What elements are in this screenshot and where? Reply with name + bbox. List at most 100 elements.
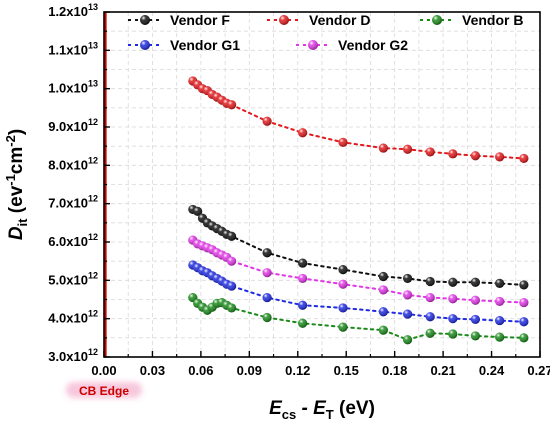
data-point-shading — [226, 256, 237, 266]
x-tick-label: 0.24 — [479, 363, 505, 378]
data-point-shading — [470, 151, 481, 161]
y-tick-label: 8.0x1012 — [48, 155, 98, 172]
y-tick-label: 3.0x1012 — [48, 347, 98, 364]
data-point-shading — [402, 335, 413, 345]
x-tick-label: 0.27 — [527, 363, 550, 378]
data-point-shading — [448, 329, 458, 339]
data-point-shading — [378, 271, 388, 282]
y-tick-label: 9.0x1012 — [48, 117, 98, 134]
data-point-shading — [378, 285, 388, 295]
data-point-shading — [226, 100, 237, 110]
x-tick-label: 0.03 — [140, 363, 165, 378]
data-point-shading — [495, 315, 505, 326]
data-point-shading — [425, 276, 435, 287]
data-point-shading — [338, 137, 348, 147]
legend-item-vendor-g1: Vendor G1 — [128, 37, 240, 53]
y-tick-label: 7.0x1012 — [48, 194, 98, 211]
data-point-shading — [338, 322, 348, 332]
data-point-shading — [519, 153, 529, 164]
x-tick-label: 0.09 — [237, 363, 262, 378]
data-point-shading — [495, 296, 505, 307]
data-point-shading — [519, 317, 529, 327]
series-trend-line — [191, 264, 525, 323]
data-point-shading — [262, 292, 272, 303]
series-vendor-f — [188, 204, 529, 290]
x-tick-label: 0.21 — [430, 363, 455, 378]
legend-label: Vendor B — [462, 12, 523, 28]
data-point-shading — [193, 206, 203, 216]
x-tick-label: 0.06 — [188, 363, 213, 378]
legend-item-vendor-g2: Vendor G2 — [296, 37, 408, 53]
legend-marker-shading — [279, 15, 289, 25]
data-point-shading — [338, 265, 348, 275]
grid-layer — [104, 12, 540, 357]
data-point-shading — [425, 312, 435, 322]
data-point-shading — [262, 116, 272, 126]
legend-marker-shading — [140, 15, 150, 25]
y-tick-label: 5.0x1012 — [48, 270, 98, 287]
data-point-shading — [338, 303, 348, 313]
x-tick-label: 0.18 — [382, 363, 407, 378]
data-point-shading — [519, 280, 529, 290]
data-point-shading — [495, 152, 505, 162]
data-point-shading — [470, 331, 481, 341]
data-point-shading — [298, 318, 308, 328]
series-layer — [188, 76, 529, 345]
series-vendor-g2 — [188, 235, 529, 308]
cb-edge-label: CB Edge — [79, 384, 129, 398]
data-point-shading — [425, 292, 435, 303]
data-point-shading — [262, 312, 272, 323]
legend-label: Vendor D — [309, 12, 370, 28]
data-point-shading — [298, 300, 308, 310]
data-point-shading — [226, 303, 237, 313]
legend-marker-shading — [140, 40, 150, 50]
series-trend-line — [191, 239, 525, 304]
data-point-shading — [448, 277, 458, 287]
legend-marker-shading — [432, 15, 442, 25]
cb-edge-highlight — [66, 382, 142, 398]
x-tick-label: 0.00 — [91, 363, 116, 378]
data-point-shading — [378, 307, 388, 317]
data-point-shading — [262, 268, 272, 278]
data-point-shading — [519, 333, 529, 343]
legend-marker-shading — [308, 40, 318, 50]
data-point-shading — [298, 273, 308, 284]
data-point-shading — [425, 328, 435, 338]
data-point-shading — [495, 332, 505, 342]
data-point-shading — [470, 277, 481, 287]
y-tick-label: 4.0x1012 — [48, 309, 98, 326]
data-point-shading — [470, 295, 481, 305]
legend-label: Vendor G2 — [338, 37, 408, 53]
x-axis-title: Ecs - ET (eV) — [269, 398, 375, 422]
data-point-shading — [338, 279, 348, 289]
data-point-shading — [262, 248, 272, 258]
data-point-shading — [495, 278, 505, 288]
data-point-shading — [402, 273, 413, 284]
data-point-shading — [298, 128, 308, 138]
legend-label: Vendor G1 — [170, 37, 240, 53]
data-point-shading — [519, 297, 529, 308]
legend-item-vendor-f: Vendor F — [128, 12, 230, 28]
legend-label: Vendor F — [170, 12, 230, 28]
data-point-shading — [402, 144, 413, 154]
legend-item-vendor-d: Vendor D — [267, 12, 370, 28]
data-point-shading — [226, 281, 237, 291]
series-vendor-b — [188, 292, 529, 345]
series-trend-line — [191, 80, 525, 160]
y-axis-title: Dit (ev-1cm-2) — [3, 129, 30, 240]
data-point-shading — [448, 149, 458, 159]
data-point-shading — [448, 314, 458, 324]
x-tick-label: 0.15 — [334, 363, 359, 378]
data-point-shading — [298, 258, 308, 268]
x-tick-label: 0.12 — [285, 363, 310, 378]
legend-item-vendor-b: Vendor B — [420, 12, 523, 28]
y-tick-label: 1.1x1013 — [48, 40, 98, 57]
data-point-shading — [378, 325, 388, 335]
data-point-shading — [448, 294, 458, 304]
legend: Vendor F Vendor D Vendor B Vendor G1 Vendor … — [128, 12, 523, 53]
data-point-shading — [425, 147, 435, 157]
series-vendor-g1 — [188, 260, 529, 327]
axis-layer: 0.00 0.03 0.06 0.09 0.12 0.15 0.18 0.21 0.24 0.27… — [48, 2, 550, 378]
data-point-shading — [402, 290, 413, 300]
